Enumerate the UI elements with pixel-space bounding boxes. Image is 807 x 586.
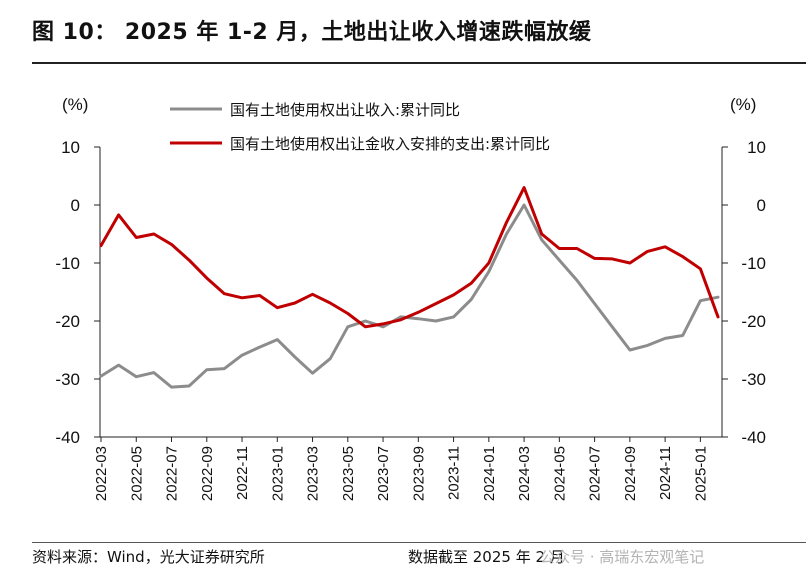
y-tick-label-right: 0: [757, 196, 766, 215]
watermark: 公众号 · 高瑞东宏观笔记: [540, 548, 705, 566]
source-note: 资料来源：Wind，光大证券研究所: [32, 548, 265, 566]
axes: [99, 147, 723, 438]
x-tick-label: 2023-01: [269, 446, 286, 501]
x-tick-label: 2024-05: [551, 446, 568, 501]
y-unit-right: (%): [730, 95, 756, 114]
y-tick-label-right: -20: [741, 312, 766, 331]
series-lines: [99, 186, 720, 389]
title-divider: [32, 62, 806, 64]
x-tick-label: 2024-11: [657, 446, 674, 500]
y-ticks: 10 10 0 0 -10 -10 -20 -20 -30 -30 -40 -40: [55, 138, 766, 447]
y-tick-label-right: 10: [747, 138, 766, 157]
series-line-land-revenue: [99, 203, 720, 389]
x-tick-label: 2023-05: [340, 446, 357, 501]
y-tick-label-left: -40: [55, 428, 80, 447]
x-tick-label: 2022-05: [128, 446, 145, 501]
x-tick-label: 2024-01: [481, 446, 498, 501]
x-tick-label: 2024-07: [587, 446, 604, 501]
y-tick-label-right: -30: [741, 370, 766, 389]
x-ticks: 2022-03 2022-05 2022-07 2022-09 2022-11 2023-…: [93, 437, 709, 501]
y-tick-label-right: -10: [741, 254, 766, 273]
x-tick-label: 2023-09: [410, 446, 427, 501]
data-date-note: 数据截至 2025 年 2 月: [408, 548, 565, 566]
x-tick-label: 2024-09: [622, 446, 639, 501]
x-tick-label: 2022-07: [164, 446, 181, 501]
y-tick-label-left: -30: [55, 370, 80, 389]
x-tick-label: 2022-03: [93, 446, 110, 501]
legend-label-land-expenditure: 国有土地使用权出让金收入安排的支出:累计同比: [230, 135, 550, 153]
x-tick-label: 2023-07: [375, 446, 392, 501]
y-tick-label-left: 10: [61, 138, 80, 157]
legend: 国有土地使用权出让收入:累计同比 国有土地使用权出让金收入安排的支出:累计同比: [170, 101, 550, 153]
x-tick-label: 2024-03: [516, 446, 533, 501]
legend-label-land-revenue: 国有土地使用权出让收入:累计同比: [230, 101, 460, 119]
y-tick-label-right: -40: [741, 428, 766, 447]
series-line-land-expenditure: [99, 186, 720, 329]
x-tick-label: 2022-09: [199, 446, 216, 501]
x-tick-label: 2022-11: [234, 446, 251, 500]
y-unit-left: (%): [62, 95, 88, 114]
x-tick-label: 2023-11: [446, 446, 463, 500]
chart-title: 图 10： 2025 年 1-2 月，土地出让收入增速跌幅放缓: [32, 20, 592, 45]
footer-divider: [32, 542, 806, 543]
y-tick-label-left: -20: [55, 312, 80, 331]
x-tick-label: 2025-01: [692, 446, 709, 501]
y-tick-label-left: -10: [55, 254, 80, 273]
x-tick-label: 2023-03: [305, 446, 322, 501]
y-tick-label-left: 0: [71, 196, 80, 215]
